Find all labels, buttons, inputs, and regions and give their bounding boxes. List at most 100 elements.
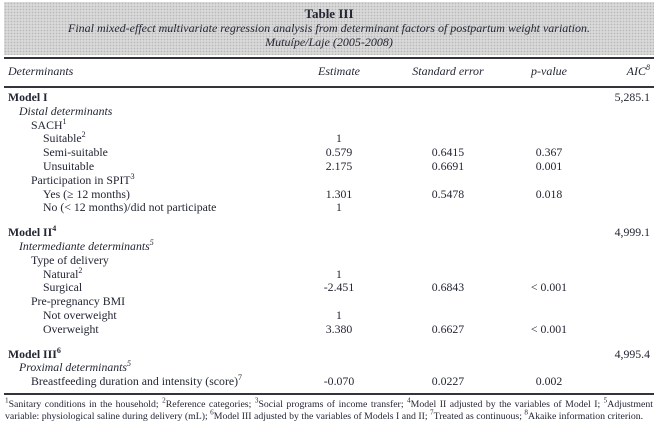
row-label-text: Yes (≥ 12 months) xyxy=(43,186,130,201)
row-label: Breastfeeding duration and intensity (sc… xyxy=(8,374,304,389)
table-row: Model II4 4,999.1 xyxy=(8,224,650,240)
table-row: Breastfeeding duration and intensity (sc… xyxy=(8,374,650,389)
cell-aic xyxy=(576,240,650,254)
footnote-text: Treated as continuous; xyxy=(433,410,525,422)
col-aic-superscript: 8 xyxy=(646,63,650,72)
row-label-superscript: 4 xyxy=(52,224,57,234)
cell-standard-error xyxy=(374,119,522,133)
cell-p-value xyxy=(522,254,576,268)
cell-p-value xyxy=(522,105,576,119)
col-aic-label: AIC xyxy=(626,64,646,78)
footnote-marker: 5 xyxy=(603,396,608,405)
cell-p-value xyxy=(522,240,576,254)
cell-p-value xyxy=(522,91,576,105)
cell-estimate: 1.301 xyxy=(325,186,353,201)
cell-standard-error xyxy=(374,254,522,268)
cell-p-value: 0.001 xyxy=(535,158,563,173)
cell-aic xyxy=(576,281,650,295)
cell-p-value: < 0.001 xyxy=(530,280,568,295)
cell-standard-error xyxy=(374,226,522,240)
footnotes: 1Sanitary conditions in the household; 2… xyxy=(4,395,654,423)
row-label: Model III6 xyxy=(8,345,304,362)
col-determinants: Determinants xyxy=(8,64,74,78)
row-label-text: Surgical xyxy=(43,280,83,295)
row-label-text: Unsuitable xyxy=(43,158,95,173)
footnote-marker: 6 xyxy=(210,408,214,417)
cell-p-value xyxy=(522,119,576,133)
row-label: Natural2 xyxy=(8,265,304,282)
footnote-marker: 3 xyxy=(254,396,259,405)
row-label-text: Distal determinants xyxy=(19,103,113,118)
cell-aic xyxy=(576,295,650,309)
table-row: Surgical -2.451 0.6843 < 0.001 xyxy=(8,280,650,295)
cell-standard-error: 0.5478 xyxy=(431,186,465,201)
cell-p-value: 0.002 xyxy=(535,374,563,389)
table-row: Intermediante determinants5 xyxy=(8,239,650,254)
footnote-text: Sanitary conditions in the household; xyxy=(8,398,163,410)
row-label-superscript: 6 xyxy=(56,345,61,355)
row-label: Yes (≥ 12 months) xyxy=(8,186,304,202)
footnote-marker: 2 xyxy=(162,396,166,405)
footnote-marker: 8 xyxy=(524,408,529,417)
cell-aic xyxy=(576,160,650,174)
cell-standard-error xyxy=(374,132,522,146)
row-label: Pre-pregnancy BMI xyxy=(8,294,304,309)
cell-p-value: 0.367 xyxy=(535,145,563,160)
cell-aic xyxy=(576,188,650,202)
cell-estimate xyxy=(304,295,374,309)
footnote-text: Adjustment variable: physiological salin… xyxy=(5,398,653,422)
row-label-text: Pre-pregnancy BMI xyxy=(31,294,126,309)
row-label-text: Model II xyxy=(8,225,53,240)
row-label: SACH1 xyxy=(8,116,304,133)
cell-aic xyxy=(576,323,650,337)
row-label: Distal determinants xyxy=(8,103,304,119)
cell-standard-error xyxy=(374,309,522,323)
cell-estimate xyxy=(304,254,374,268)
row-spacer xyxy=(8,215,650,226)
footnote-text: Model III adjusted by the variables of M… xyxy=(213,410,431,422)
row-label-text: Proximal determinants xyxy=(19,360,128,375)
table-body: Model I 5,285.1 Distal determinants SACH… xyxy=(4,88,654,391)
col-standard-error: Standard error xyxy=(412,64,484,78)
row-label-text: Suitable xyxy=(43,131,82,146)
cell-aic: 4,999.1 xyxy=(614,225,650,240)
table-row: Pre-pregnancy BMI xyxy=(8,294,650,309)
cell-aic xyxy=(576,146,650,160)
row-label-superscript: 3 xyxy=(130,171,135,181)
col-aic: AIC8 xyxy=(576,64,650,79)
row-label: No (< 12 months)/did not participate xyxy=(8,200,304,215)
row-label-superscript: 1 xyxy=(62,116,67,126)
row-label-text: Semi-suitable xyxy=(43,145,108,160)
cell-standard-error xyxy=(374,240,522,254)
row-label-text: Model III xyxy=(8,346,57,361)
cell-estimate xyxy=(304,226,374,240)
row-label-text: Model I xyxy=(8,90,48,104)
row-label: Participation in SPIT3 xyxy=(8,171,304,188)
bottom-rule xyxy=(4,392,654,395)
footnote-text: Social programs of income transfer; xyxy=(258,398,408,410)
footnote-marker: 7 xyxy=(430,408,434,417)
row-label-superscript: 5 xyxy=(127,359,132,369)
table-row: Participation in SPIT3 xyxy=(8,171,650,188)
footnote-marker: 4 xyxy=(407,396,411,405)
cell-estimate: 1 xyxy=(336,307,342,322)
col-p-value: p-value xyxy=(531,64,567,78)
row-label-text: Breastfeeding duration and intensity (sc… xyxy=(31,374,239,389)
footnote-marker: 1 xyxy=(5,396,9,405)
row-label-text: No (< 12 months)/did not participate xyxy=(43,200,217,215)
cell-p-value: < 0.001 xyxy=(530,321,568,336)
cell-p-value: 0.018 xyxy=(535,186,563,201)
row-label-text: Type of delivery xyxy=(31,252,109,267)
row-label-superscript: 2 xyxy=(78,265,83,275)
row-spacer xyxy=(8,337,650,348)
row-label-text: SACH xyxy=(31,117,63,132)
cell-estimate xyxy=(304,361,374,375)
header-rule xyxy=(4,86,654,88)
cell-p-value xyxy=(522,268,576,282)
cell-standard-error xyxy=(374,105,522,119)
column-header-row: Determinants Estimate Standard error p-v… xyxy=(4,59,654,84)
row-label-text: Participation in SPIT xyxy=(31,172,131,187)
cell-standard-error: 0.6691 xyxy=(431,158,465,173)
cell-standard-error: 0.6415 xyxy=(431,145,465,160)
